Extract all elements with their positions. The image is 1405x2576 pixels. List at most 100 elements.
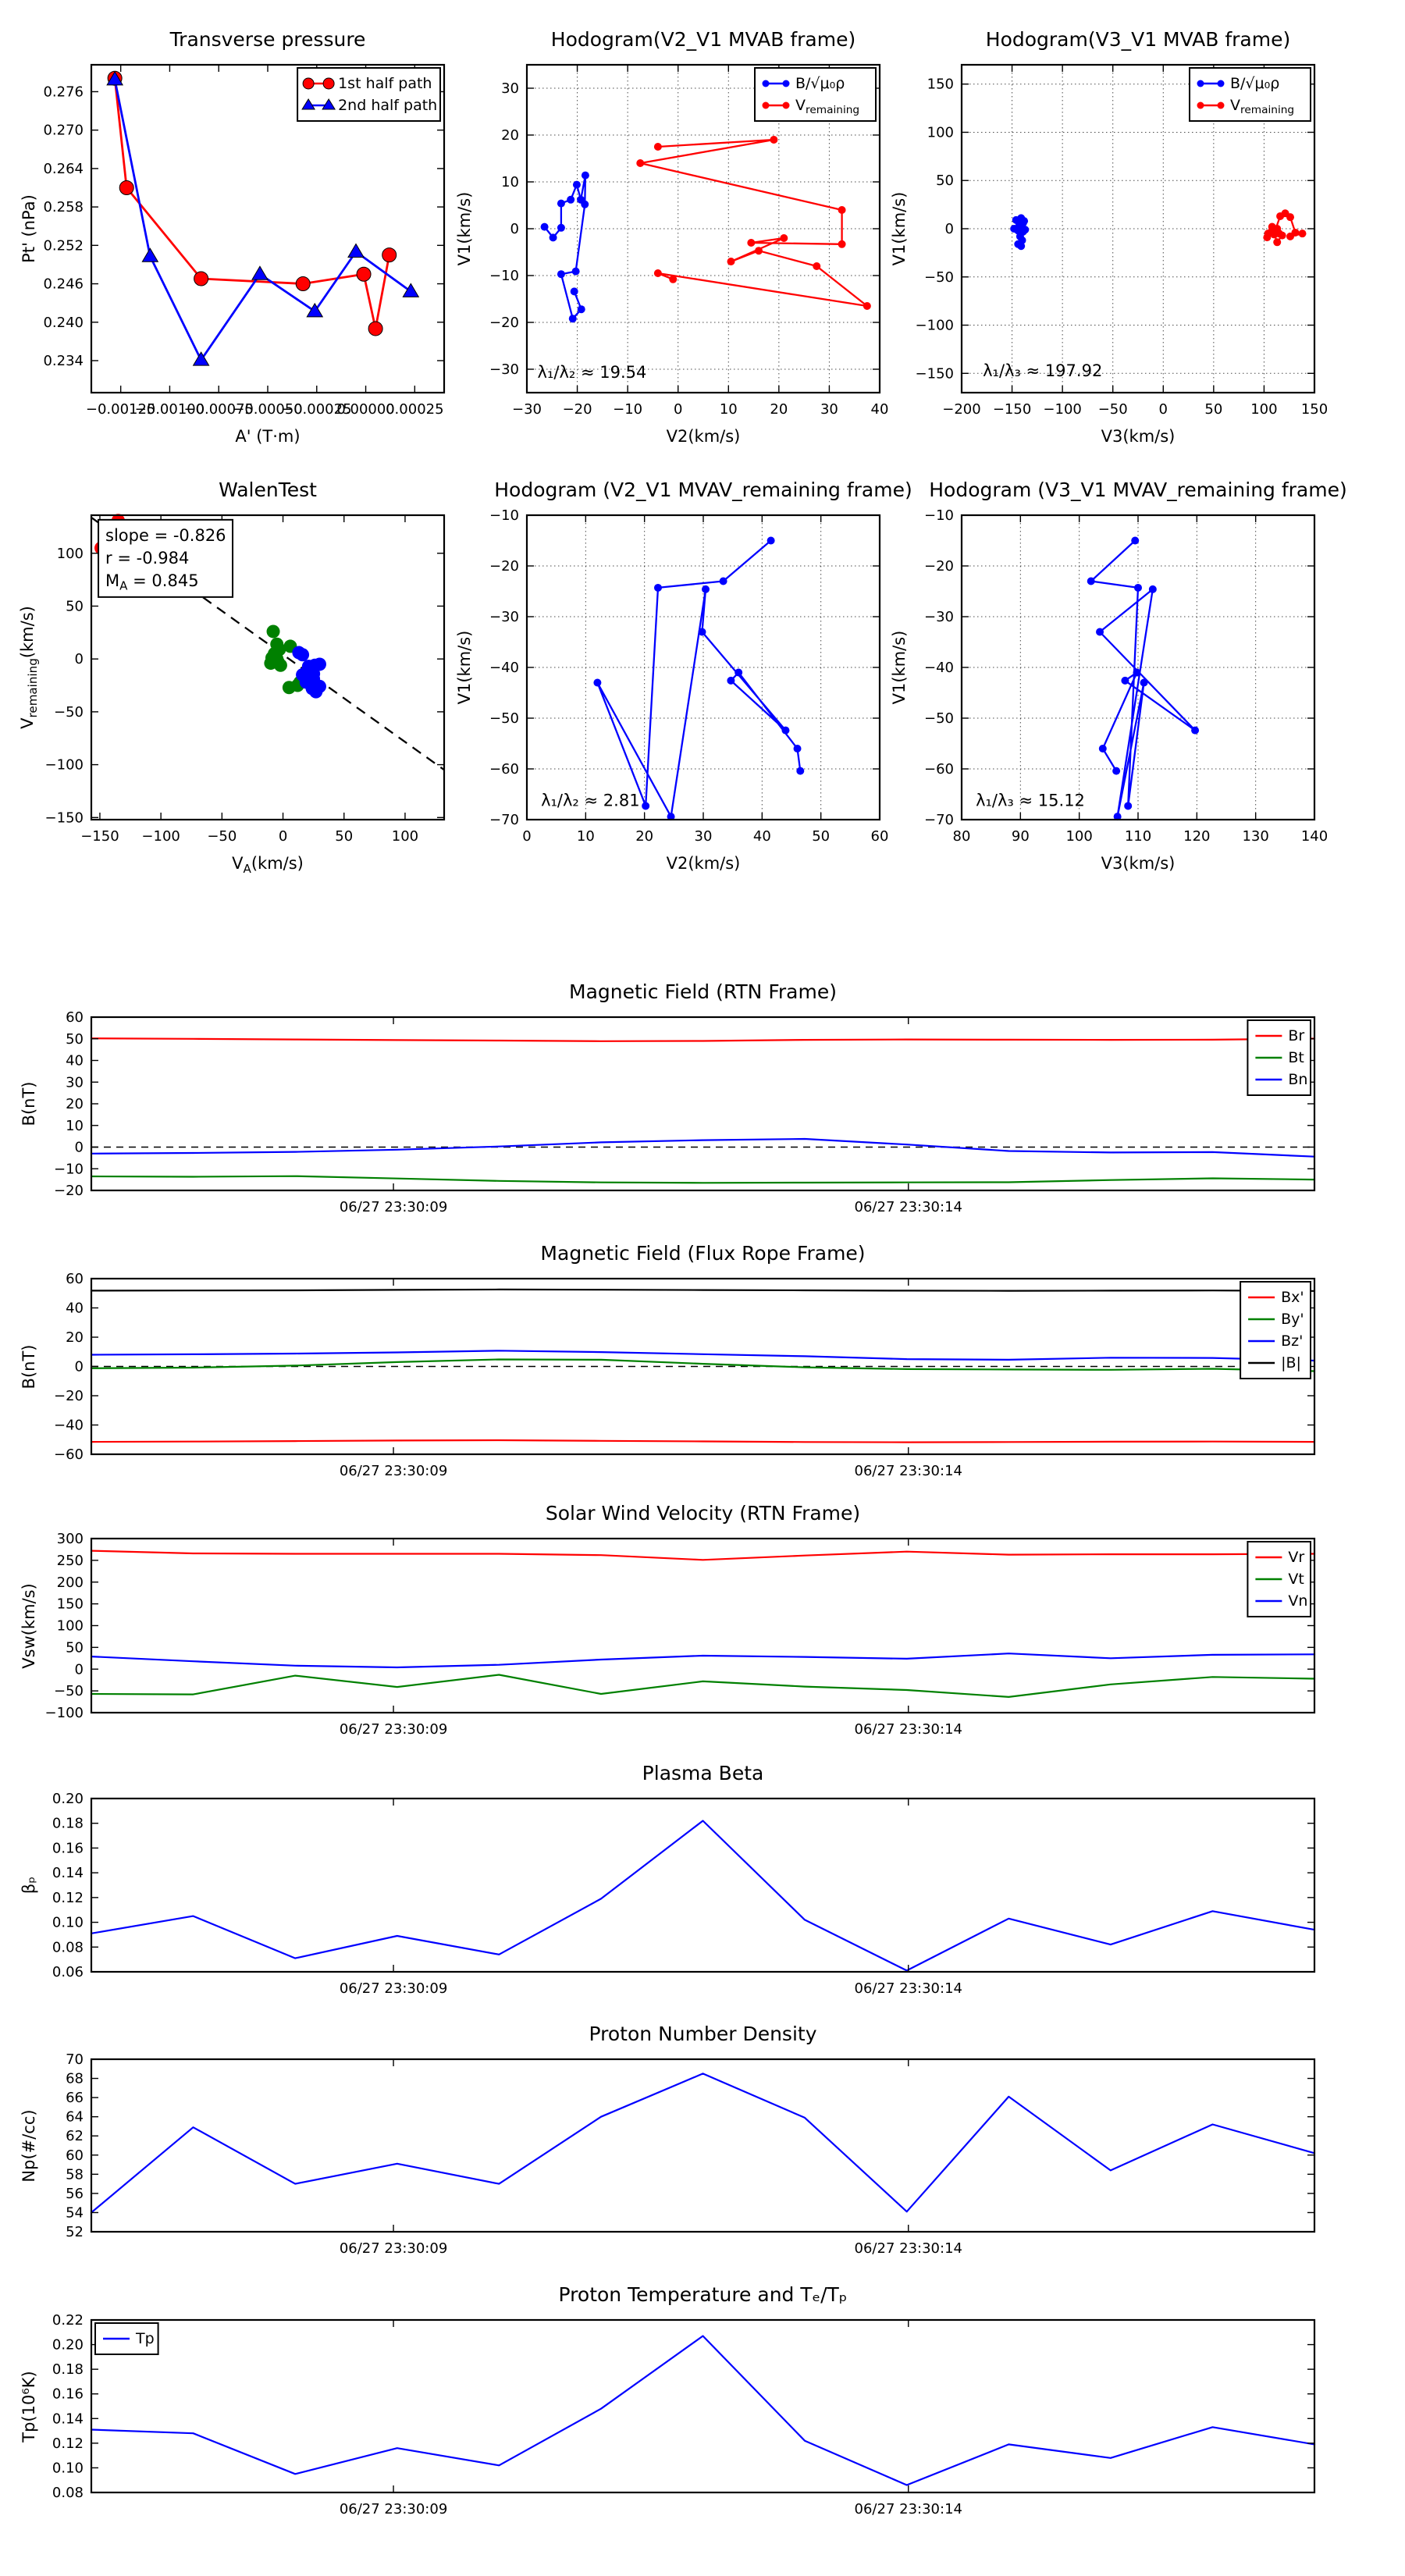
svg-text:100: 100	[392, 828, 418, 845]
svg-text:80: 80	[953, 828, 971, 845]
svg-text:68: 68	[66, 2071, 84, 2087]
x-axis-label: V2(km/s)	[666, 854, 741, 873]
svg-text:0.10: 0.10	[52, 1915, 84, 1931]
svg-text:20: 20	[66, 1329, 84, 1346]
svg-text:10: 10	[501, 174, 519, 190]
x-axis-label: A' (T·m)	[235, 427, 301, 446]
svg-text:10: 10	[577, 828, 595, 845]
svg-text:100: 100	[57, 546, 84, 562]
svg-text:52: 52	[66, 2224, 84, 2240]
svg-text:0.258: 0.258	[43, 199, 84, 215]
svg-text:200: 200	[57, 1574, 84, 1591]
svg-text:−40: −40	[489, 660, 519, 676]
magnetic-field-rtn-chart: Magnetic Field (RTN Frame) B(nT) 06/27 2…	[4, 980, 1350, 1251]
svg-text:0.08: 0.08	[52, 1939, 84, 1955]
svg-text:0.06: 0.06	[52, 1964, 84, 1980]
svg-text:0.08: 0.08	[52, 2485, 84, 2501]
svg-text:0: 0	[1159, 401, 1168, 418]
svg-text:06/27 23:30:14: 06/27 23:30:14	[855, 1980, 962, 1997]
svg-text:−0.00075: −0.00075	[183, 401, 254, 418]
plot-area: 06/27 23:30:09 06/27 23:30:14 0.06 0.08 0.10…	[52, 1791, 1316, 1997]
svg-text:−50: −50	[1098, 401, 1128, 418]
svg-text:Vremaining: Vremaining	[795, 97, 859, 116]
svg-text:−10: −10	[489, 507, 519, 524]
svg-text:0: 0	[522, 828, 531, 845]
svg-text:40: 40	[753, 828, 771, 845]
plot-area: 06/27 23:30:09 06/27 23:30:14 52 54 56 58 60 62…	[66, 2051, 1316, 2257]
svg-text:Bt: Bt	[1288, 1049, 1304, 1066]
plot-area: 06/27 23:30:09 06/27 23:30:14 −100 −50 0 50 10…	[45, 1531, 1316, 1738]
svg-text:0.18: 0.18	[52, 1816, 84, 1832]
svg-text:−10: −10	[489, 268, 519, 284]
plot-area: 0 10 20 30 40 50 60 −70 −60 −50 −40 −30 −20 −10 λ₁/λ₂ …	[489, 507, 889, 845]
svg-text:06/27 23:30:09: 06/27 23:30:09	[340, 1199, 447, 1215]
chart-title: Magnetic Field (RTN Frame)	[569, 980, 837, 1003]
svg-text:0: 0	[75, 1140, 84, 1156]
svg-text:−0.00025: −0.00025	[282, 401, 352, 418]
svg-text:50: 50	[812, 828, 830, 845]
svg-text:−40: −40	[924, 660, 954, 676]
svg-text:−30: −30	[924, 609, 954, 625]
svg-text:B/√μ₀ρ: B/√μ₀ρ	[1230, 75, 1279, 92]
svg-text:By': By'	[1281, 1311, 1304, 1328]
svg-text:1st half path: 1st half path	[338, 75, 432, 92]
svg-text:0.252: 0.252	[43, 237, 84, 254]
plot-area: 80 90 100 110 120 130 140 −70 −60 −50 −40 −30 −20 −10…	[924, 507, 1328, 845]
svg-text:64: 64	[66, 2109, 84, 2126]
hodogram-v3v1-mvav-chart: Hodogram (V3_V1 MVAV_remaining frame) V3…	[874, 479, 1350, 881]
svg-text:0.10: 0.10	[52, 2460, 84, 2476]
svg-text:0.12: 0.12	[52, 1890, 84, 1906]
chart-title: Hodogram(V2_V1 MVAB frame)	[550, 28, 856, 51]
svg-text:66: 66	[66, 2090, 84, 2106]
svg-text:0.14: 0.14	[52, 1865, 84, 1881]
svg-text:−50: −50	[924, 710, 954, 727]
svg-text:λ₁/λ₃ ≈ 15.12: λ₁/λ₃ ≈ 15.12	[976, 791, 1085, 809]
svg-text:0.246: 0.246	[43, 276, 84, 293]
svg-text:130: 130	[1242, 828, 1268, 845]
plot-area: 06/27 23:30:09 06/27 23:30:14 −20 −10 0 10 20 3…	[54, 1009, 1316, 1215]
svg-text:30: 30	[66, 1074, 84, 1091]
svg-text:06/27 23:30:09: 06/27 23:30:09	[340, 1463, 447, 1479]
svg-text:60: 60	[871, 828, 889, 845]
svg-text:100: 100	[927, 124, 954, 141]
svg-text:−50: −50	[54, 704, 84, 720]
svg-text:B/√μ₀ρ: B/√μ₀ρ	[795, 75, 845, 92]
svg-text:Vremaining: Vremaining	[1230, 97, 1294, 116]
svg-text:56: 56	[66, 2186, 84, 2202]
proton-number-density-chart: Proton Number Density Np(#/cc) 06/27 23:…	[4, 2023, 1350, 2293]
svg-text:50: 50	[1204, 401, 1222, 418]
svg-text:30: 30	[501, 80, 519, 97]
svg-text:−20: −20	[924, 558, 954, 575]
svg-text:−100: −100	[1043, 401, 1081, 418]
chart-title: Proton Number Density	[589, 2023, 817, 2045]
svg-text:58: 58	[66, 2166, 84, 2183]
svg-text:−50: −50	[54, 1683, 84, 1699]
svg-text:−10: −10	[613, 401, 642, 418]
svg-text:250: 250	[57, 1553, 84, 1569]
chart-title: Hodogram(V3_V1 MVAB frame)	[985, 28, 1291, 51]
svg-text:0: 0	[75, 1661, 84, 1678]
svg-text:−60: −60	[924, 761, 954, 777]
svg-text:0.22: 0.22	[52, 2312, 84, 2329]
svg-text:40: 40	[871, 401, 889, 418]
svg-text:−150: −150	[45, 809, 84, 826]
svg-text:06/27 23:30:09: 06/27 23:30:09	[340, 2240, 447, 2257]
svg-text:06/27 23:30:14: 06/27 23:30:14	[855, 1463, 962, 1479]
chart-title: Hodogram (V3_V1 MVAV_remaining frame)	[929, 479, 1347, 501]
svg-text:100: 100	[1250, 401, 1277, 418]
svg-text:0.234: 0.234	[43, 353, 84, 369]
svg-text:−30: −30	[489, 361, 519, 378]
svg-text:06/27 23:30:09: 06/27 23:30:09	[340, 1980, 447, 1997]
svg-text:50: 50	[66, 598, 84, 614]
svg-text:−20: −20	[489, 558, 519, 575]
svg-text:−100: −100	[916, 318, 954, 334]
hodogram-v3v1-mvab-chart: Hodogram(V3_V1 MVAB frame) V3(km/s) V1(k…	[874, 28, 1350, 454]
svg-text:Vr: Vr	[1288, 1549, 1304, 1566]
x-axis-label: V3(km/s)	[1101, 427, 1176, 446]
svg-text:−0.00050: −0.00050	[233, 401, 303, 418]
svg-text:60: 60	[66, 1271, 84, 1287]
svg-text:0.20: 0.20	[52, 1791, 84, 1807]
svg-text:−10: −10	[924, 507, 954, 524]
chart-title: Plasma Beta	[642, 1762, 764, 1784]
